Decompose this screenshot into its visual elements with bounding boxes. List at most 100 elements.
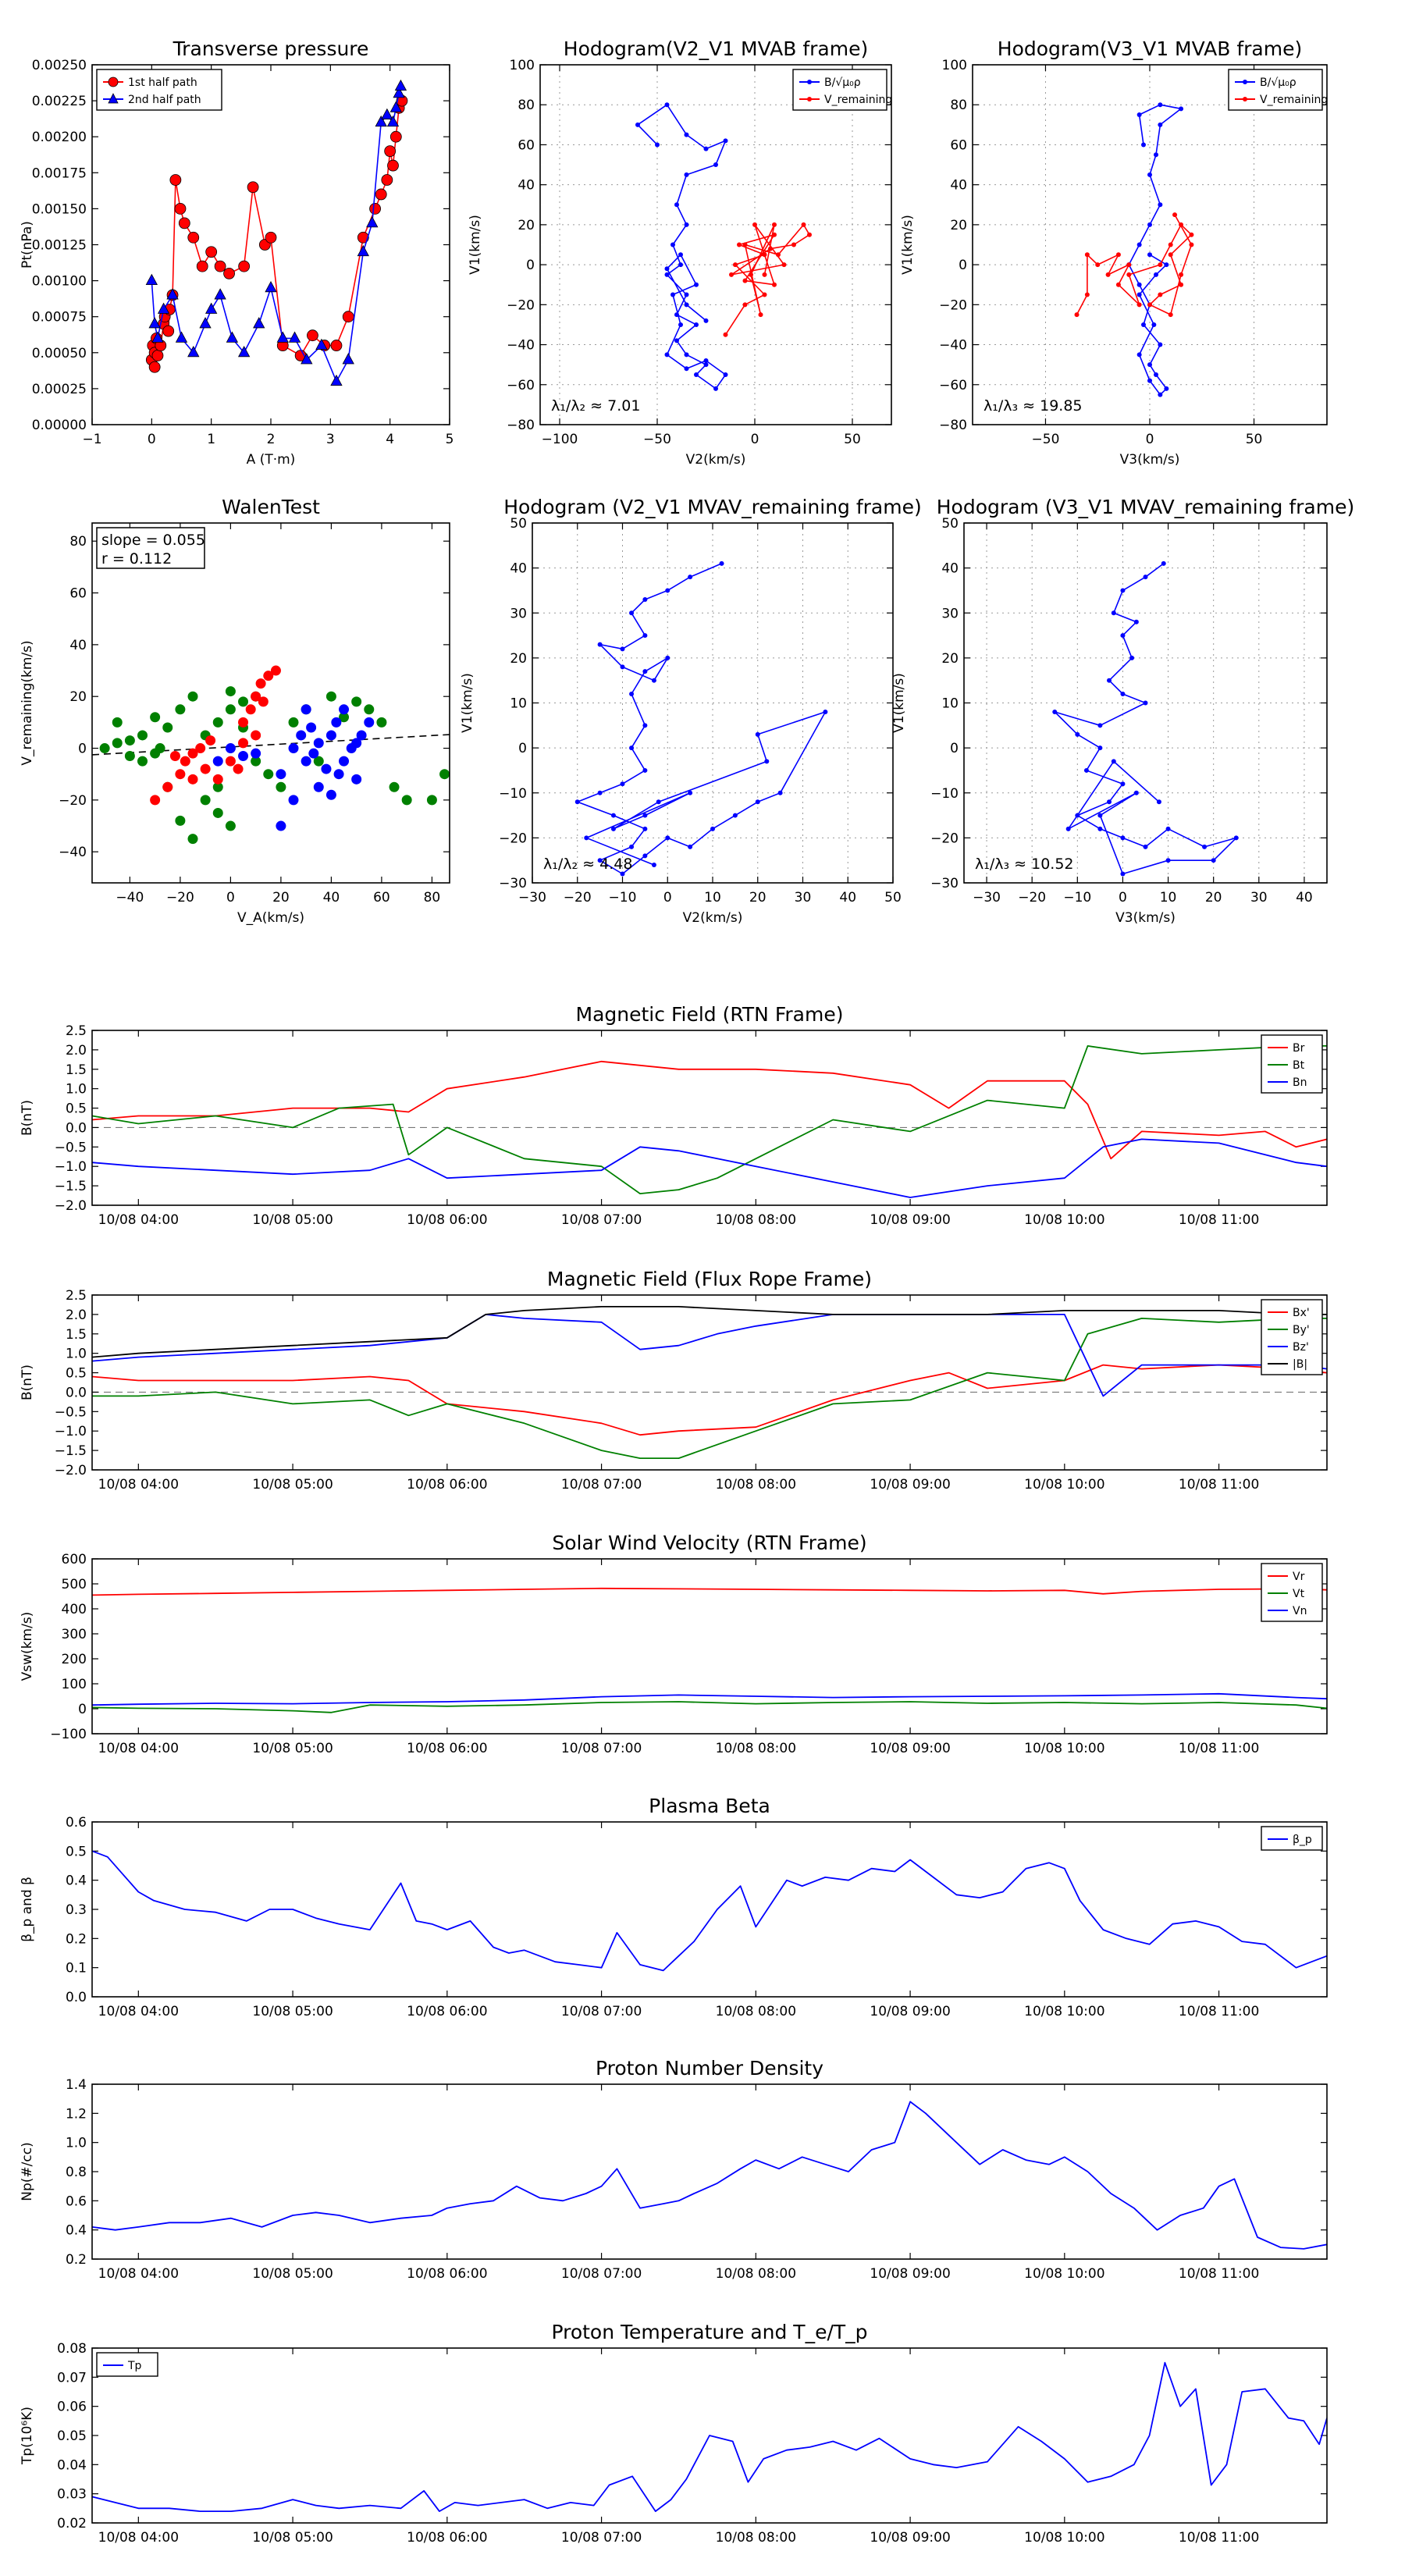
data-point <box>574 799 580 805</box>
y-tick-label: 1.0 <box>66 1347 87 1362</box>
legend-label: B/√μ₀ρ <box>1260 76 1297 89</box>
x-tick-label: −50 <box>643 432 671 447</box>
data-point <box>325 730 336 741</box>
data-point <box>124 735 135 746</box>
data-point <box>226 331 239 343</box>
series-line <box>92 2101 1327 2250</box>
data-point <box>665 655 670 660</box>
axes-frame <box>91 64 450 425</box>
stats-text: r = 0.112 <box>101 550 172 568</box>
x-tick-label: 10/08 08:00 <box>716 2266 796 2282</box>
data-point <box>315 338 328 350</box>
ratio-annotation: λ₁/λ₃ ≈ 10.52 <box>975 856 1074 873</box>
data-point <box>288 795 299 806</box>
data-point <box>175 769 186 780</box>
x-tick-label: 10/08 09:00 <box>870 2530 950 2546</box>
ratio-annotation: λ₁/λ₂ ≈ 4.48 <box>543 856 632 873</box>
x-tick-label: −1 <box>82 432 101 447</box>
chart-tp: −1 0 1 2 3 4 5 0.00000 0.00025 0.00050 0.00075 0.00… <box>20 37 454 468</box>
data-point <box>439 769 450 780</box>
data-point <box>356 730 367 741</box>
x-tick-label: 10/08 07:00 <box>561 1477 642 1493</box>
x-tick-label: 10/08 05:00 <box>252 1741 333 1756</box>
data-point <box>597 858 603 863</box>
data-point <box>233 763 244 774</box>
legend: Br Bt Bn <box>1261 1034 1323 1094</box>
data-point <box>610 826 616 831</box>
y-axis-label: V1(km/s) <box>891 673 907 733</box>
data-point <box>180 756 190 767</box>
x-tick-label: 50 <box>1246 432 1263 447</box>
data-point <box>1136 292 1142 297</box>
y-tick-label: 20 <box>941 651 959 667</box>
y-tick-label: 1.5 <box>66 1327 87 1343</box>
y-tick-label: 50 <box>510 516 527 532</box>
chart-title: WalenTest <box>222 496 320 518</box>
legend-marker <box>1243 97 1247 101</box>
data-point <box>389 101 402 112</box>
data-point <box>150 712 161 723</box>
x-tick-label: 0 <box>1119 890 1127 906</box>
data-point <box>713 162 718 168</box>
data-point <box>642 723 648 728</box>
y-tick-label: 40 <box>510 561 527 577</box>
data-point <box>664 352 670 358</box>
x-tick-label: 50 <box>884 890 902 906</box>
y-tick-label: 1.0 <box>66 1082 87 1098</box>
data-point <box>1075 813 1080 818</box>
data-point <box>1120 633 1126 639</box>
y-tick-label: 0.05 <box>57 2428 87 2444</box>
data-point <box>752 222 757 227</box>
data-point <box>1052 710 1058 715</box>
data-point <box>195 743 206 754</box>
y-tick-label: 10 <box>941 696 959 712</box>
legend-label: B/√μ₀ρ <box>824 76 861 89</box>
ratio-annotation: λ₁/λ₃ ≈ 19.85 <box>984 397 1083 415</box>
data-point <box>1129 655 1135 660</box>
x-tick-label: 10/08 07:00 <box>561 2266 642 2282</box>
data-point <box>670 292 675 297</box>
y-tick-label: −60 <box>507 378 535 393</box>
data-point <box>665 835 670 841</box>
data-point <box>112 717 123 728</box>
x-tick-label: 10 <box>704 890 721 906</box>
y-tick-label: 100 <box>62 1677 87 1692</box>
data-point <box>331 717 342 728</box>
data-point <box>1140 142 1146 148</box>
data-point <box>1095 262 1101 268</box>
x-tick-label: −30 <box>973 890 1001 906</box>
data-point <box>175 331 188 343</box>
legend-box <box>1228 69 1323 111</box>
data-point <box>187 774 198 785</box>
x-tick-label: 10/08 05:00 <box>252 2004 333 2019</box>
y-tick-label: −60 <box>939 378 967 393</box>
data-point <box>386 115 400 127</box>
data-point <box>351 774 362 785</box>
data-point <box>225 756 236 767</box>
x-tick-label: 10/08 09:00 <box>870 1477 950 1493</box>
data-point <box>694 322 699 327</box>
plot-area <box>92 1306 1327 1459</box>
data-point <box>620 781 625 787</box>
series-line <box>92 1701 1327 1713</box>
data-point <box>1161 560 1166 566</box>
data-point <box>381 174 393 186</box>
series-line <box>577 563 827 875</box>
data-point <box>688 575 693 580</box>
data-point <box>238 260 251 272</box>
y-tick-label: 0.00175 <box>32 165 87 181</box>
chart-bfield: 10/08 04:00 10/08 05:00 10/08 06:00 10/08 0… <box>20 1003 1328 1228</box>
data-point <box>1147 252 1152 258</box>
y-tick-label: 600 <box>62 1552 87 1567</box>
data-point <box>1133 790 1139 795</box>
data-point <box>301 756 311 767</box>
data-point <box>330 374 343 386</box>
y-tick-label: −30 <box>930 876 959 891</box>
y-tick-label: 200 <box>62 1652 87 1667</box>
plot-area <box>92 2101 1327 2250</box>
x-tick-label: 10/08 11:00 <box>1179 1477 1259 1493</box>
x-axis-label: A (T·m) <box>247 452 296 468</box>
legend-label: 2nd half path <box>128 94 201 106</box>
data-point <box>684 352 689 358</box>
x-tick-label: 40 <box>1296 890 1313 906</box>
